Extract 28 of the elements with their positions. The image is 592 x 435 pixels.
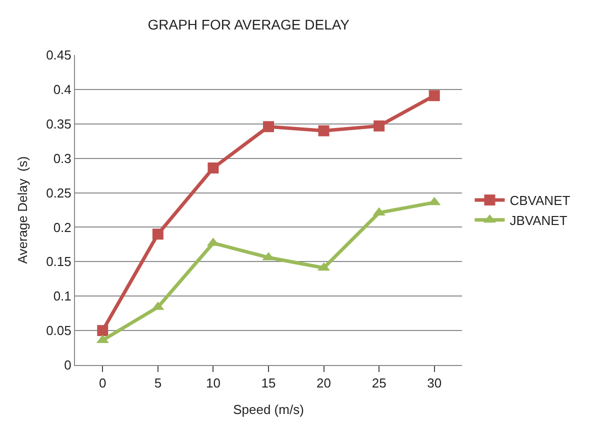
point: [374, 120, 385, 132]
y-tick-label: 0.4: [53, 82, 72, 97]
legend-label: JBVANET: [510, 212, 568, 228]
x-tick-label: 0: [99, 376, 106, 391]
y-tick-label: 0.2: [53, 220, 72, 235]
point: [428, 90, 440, 102]
x-tick-label: 20: [316, 376, 332, 391]
y-tick-label: 0.3: [53, 150, 72, 166]
x-tick-label: 30: [427, 376, 442, 391]
point: [263, 121, 274, 132]
y-tick-label: 0.15: [46, 254, 72, 270]
y-tick-label: 0.35: [46, 116, 72, 132]
x-tick-label: 5: [154, 376, 162, 391]
y-tick-label: 0: [64, 358, 72, 373]
x-tick-label: 25: [372, 376, 386, 391]
chart-title: GRAPH FOR AVERAGE DELAY: [148, 16, 350, 32]
legend-label: CBVANET: [510, 193, 570, 208]
y-axis-title: Average Delay (s): [15, 156, 30, 264]
y-tick-label: 0.05: [46, 323, 72, 338]
y-tick-label: 0.45: [46, 48, 72, 63]
y-tick-label: 0.25: [46, 185, 72, 200]
point: [318, 125, 330, 136]
point: [208, 162, 219, 174]
x-tick-label: 10: [206, 376, 220, 391]
point: [152, 228, 164, 240]
x-tick-label: 15: [261, 376, 276, 391]
x-axis-title: Speed (m/s): [233, 402, 304, 418]
y-tick-label: 0.1: [53, 288, 72, 304]
